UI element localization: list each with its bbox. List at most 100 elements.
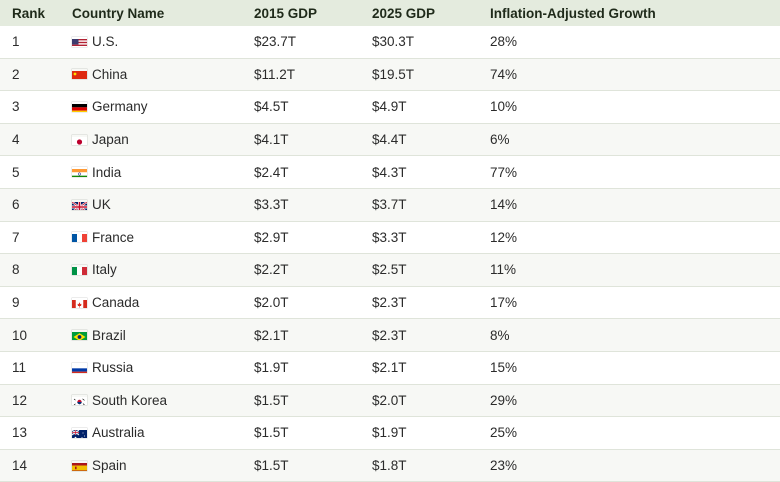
table-row: 3 Germany $4.5T $4.9T 10% [0, 90, 780, 124]
header-gdp-2015: 2015 GDP [254, 0, 372, 26]
table-row: 2 China $11.2T $19.5T 74% [0, 58, 780, 92]
gdp-2025-cell: $1.8T [372, 449, 490, 482]
flag-it-icon [72, 265, 87, 275]
country-name: France [92, 229, 135, 245]
country-cell: France [72, 221, 254, 255]
gdp-2025-cell: $3.7T [372, 188, 490, 222]
rank-cell: 13 [0, 416, 72, 450]
country-wrap: France [72, 230, 254, 245]
country-name: Japan [92, 132, 129, 148]
flag-uk-icon [72, 200, 87, 210]
country-name: Spain [92, 458, 127, 474]
rank-cell: 14 [0, 449, 72, 482]
gdp-2015-cell: $1.5T [254, 384, 372, 418]
header-row: Rank Country Name 2015 GDP 2025 GDP Infl… [0, 0, 780, 26]
growth-cell: 77% [490, 155, 780, 189]
table-row: 8 Italy $2.2T $2.5T 11% [0, 253, 780, 287]
rank-cell: 11 [0, 351, 72, 385]
growth-cell: 17% [490, 286, 780, 320]
gdp-2015-cell: $2.9T [254, 221, 372, 255]
header-country: Country Name [72, 0, 254, 26]
growth-cell: 8% [490, 318, 780, 352]
rank-cell: 4 [0, 123, 72, 157]
country-cell: U.S. [72, 26, 254, 59]
country-cell: China [72, 58, 254, 92]
rank-cell: 2 [0, 58, 72, 92]
rank-cell: 9 [0, 286, 72, 320]
flag-de-icon [72, 102, 87, 112]
growth-cell: 25% [490, 416, 780, 450]
gdp-2015-cell: $2.0T [254, 286, 372, 320]
rank-cell: 1 [0, 26, 72, 59]
table-row: 11 Russia $1.9T $2.1T 15% [0, 351, 780, 385]
table-row: 5 India $2.4T $4.3T 77% [0, 155, 780, 189]
rank-cell: 7 [0, 221, 72, 255]
growth-cell: 28% [490, 26, 780, 59]
flag-us-icon [72, 37, 87, 47]
country-cell: Japan [72, 123, 254, 157]
gdp-2015-cell: $11.2T [254, 58, 372, 92]
table-header: Rank Country Name 2015 GDP 2025 GDP Infl… [0, 0, 780, 26]
country-cell: India [72, 155, 254, 189]
table-row: 12 South Korea $1.5T $2.0T 29% [0, 384, 780, 418]
flag-br-icon [72, 330, 87, 341]
country-name: Canada [92, 295, 140, 311]
flag-fr-icon [72, 232, 87, 243]
country-wrap: South Korea [72, 393, 254, 408]
country-cell: Germany [72, 90, 254, 124]
gdp-2015-cell: $1.9T [254, 351, 372, 385]
country-name: South Korea [92, 392, 168, 408]
gdp-2025-cell: $4.4T [372, 123, 490, 157]
flag-es-icon [72, 461, 87, 471]
rank-cell: 10 [0, 318, 72, 352]
country-wrap: Spain [72, 458, 254, 473]
country-name: U.S. [92, 34, 119, 50]
country-name: China [92, 66, 128, 82]
country-cell: UK [72, 188, 254, 222]
gdp-2015-cell: $2.2T [254, 253, 372, 287]
country-wrap: U.S. [72, 34, 254, 49]
growth-cell: 15% [490, 351, 780, 385]
table-row: 1 U.S. $23.7T $30.3T 28% [0, 26, 780, 59]
gdp-2015-cell: $23.7T [254, 26, 372, 59]
country-wrap: Canada [72, 295, 254, 310]
growth-cell: 6% [490, 123, 780, 157]
country-name: India [92, 164, 122, 180]
country-wrap: India [72, 165, 254, 180]
country-name: UK [92, 197, 111, 213]
table-row: 9 Canada $2.0T $2.3T 17% [0, 286, 780, 320]
gdp-2025-cell: $2.5T [372, 253, 490, 287]
gdp-2025-cell: $4.9T [372, 90, 490, 124]
growth-cell: 11% [490, 253, 780, 287]
header-rank: Rank [0, 0, 72, 26]
flag-kr-icon [72, 395, 87, 406]
gdp-2025-cell: $2.3T [372, 318, 490, 352]
gdp-2025-cell: $1.9T [372, 416, 490, 450]
rank-cell: 6 [0, 188, 72, 222]
gdp-2025-cell: $19.5T [372, 58, 490, 92]
growth-cell: 10% [490, 90, 780, 124]
growth-cell: 12% [490, 221, 780, 255]
country-name: Italy [92, 262, 117, 278]
gdp-2015-cell: $1.5T [254, 449, 372, 482]
growth-cell: 74% [490, 58, 780, 92]
gdp-2025-cell: $2.1T [372, 351, 490, 385]
growth-cell: 23% [490, 449, 780, 482]
country-cell: Canada [72, 286, 254, 320]
rank-cell: 3 [0, 90, 72, 124]
gdp-2015-cell: $2.1T [254, 318, 372, 352]
table-row: 10 Brazil $2.1T $2.3T 8% [0, 318, 780, 352]
country-cell: Brazil [72, 318, 254, 352]
country-name: Australia [92, 425, 145, 441]
growth-cell: 29% [490, 384, 780, 418]
gdp-2015-cell: $4.5T [254, 90, 372, 124]
country-wrap: Italy [72, 262, 254, 277]
table-body: 1 U.S. $23.7T $30.3T 28% 2 China $11.2T $19.5T 74… [0, 26, 780, 482]
country-wrap: Australia [72, 425, 254, 440]
flag-au-icon [72, 428, 87, 438]
gdp-2025-cell: $3.3T [372, 221, 490, 255]
country-cell: Italy [72, 253, 254, 287]
gdp-2015-cell: $1.5T [254, 416, 372, 450]
country-cell: South Korea [72, 384, 254, 418]
